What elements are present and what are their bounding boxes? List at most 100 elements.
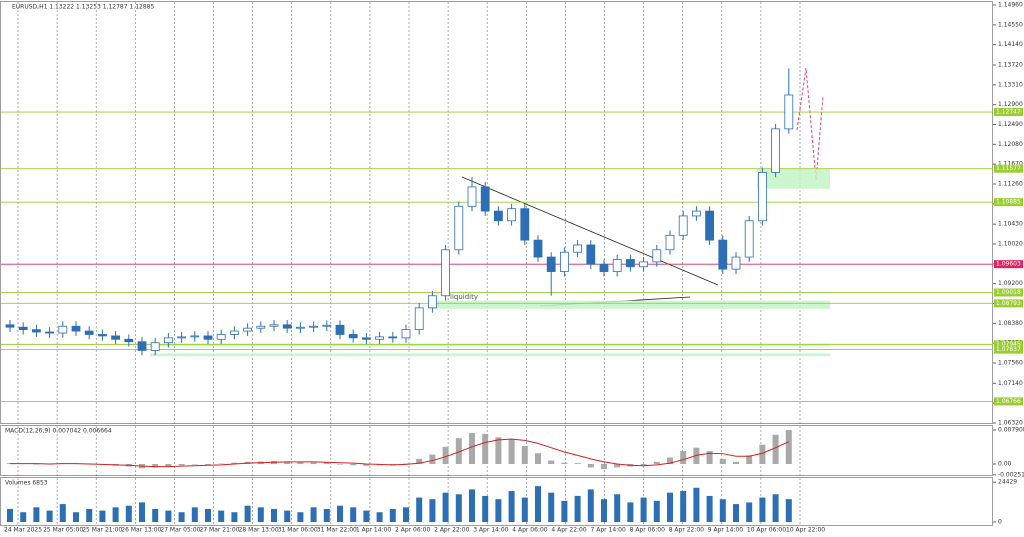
volume-bar: [772, 494, 779, 522]
candle-body: [560, 251, 569, 272]
macd-bar: [535, 453, 541, 465]
level-label-box: [994, 288, 1023, 297]
level-label-box: [994, 260, 1023, 269]
candle-body: [731, 256, 741, 270]
x-tick-label: 26 Mar 13:00: [121, 527, 161, 534]
candle-body: [295, 326, 305, 329]
volume-bar: [667, 492, 673, 522]
volume-bar: [574, 495, 581, 522]
level-label-box: [994, 299, 1023, 308]
candle-body: [361, 337, 371, 340]
macd-bar: [178, 464, 185, 466]
x-tick-label: 28 Mar 13:00: [239, 527, 279, 534]
x-tick-label: 31 Mar 22:00: [317, 527, 357, 534]
candle-body: [229, 330, 239, 335]
candle-body: [573, 244, 582, 253]
y-tick-label: 1.07140: [998, 380, 1023, 387]
level-label: 1.08793: [996, 300, 1021, 307]
candle-body: [758, 171, 767, 222]
candle-body: [639, 261, 648, 268]
candle-body: [599, 263, 609, 272]
y-tick-label: 0: [998, 519, 1002, 526]
volume-bar: [548, 492, 555, 522]
volume-bar: [680, 491, 687, 522]
x-tick-label: 4 Apr 06:00: [512, 527, 547, 534]
y-tick-label: 1.14550: [998, 21, 1023, 28]
candle-body: [784, 94, 794, 130]
volume-bar: [33, 507, 40, 522]
candle-body: [546, 256, 556, 272]
macd-bar: [614, 464, 621, 468]
volume-bar: [389, 508, 396, 522]
x-tick-label: 3 Apr 14:00: [473, 527, 508, 534]
candle-body: [692, 210, 701, 217]
level-label: 1.09018: [996, 289, 1021, 296]
volume-bar: [350, 507, 357, 522]
level-label: 1.09603: [996, 261, 1021, 268]
candle-body: [467, 186, 477, 207]
volume-bar: [165, 510, 172, 522]
macd-bar: [310, 462, 317, 465]
volume-bar: [7, 508, 13, 522]
candle-body: [348, 334, 358, 339]
macd-bar: [640, 464, 647, 466]
candle-body: [124, 338, 134, 343]
chart-title: EURUSD,H1 1.13222 1.13253 1.12787 1.1288…: [12, 4, 154, 11]
volume-bar: [455, 494, 462, 522]
y-tick-label: 0.00: [998, 461, 1012, 468]
zone: [150, 353, 830, 357]
macd-bar: [323, 462, 330, 465]
x-tick-label: 1 Apr 14:00: [356, 527, 391, 534]
candle-body: [441, 249, 451, 297]
volume-bar: [244, 505, 251, 522]
x-tick-label: 10 Apr 06:00: [747, 527, 786, 534]
volume-bar: [587, 489, 594, 522]
candle-body: [137, 341, 147, 351]
zone: [430, 300, 830, 309]
macd-bar: [218, 463, 225, 465]
volume-bar: [653, 500, 660, 522]
candle-body: [771, 128, 780, 173]
macd-bar: [152, 464, 159, 468]
macd-bar: [33, 464, 40, 465]
volume-bar: [73, 512, 79, 522]
x-tick-label: 25 Mar 21:00: [82, 527, 122, 534]
level-label: 1.12747: [996, 109, 1021, 116]
candle-body: [427, 295, 437, 309]
candle-body: [414, 307, 424, 331]
candle-body: [98, 334, 107, 337]
macd-bar: [653, 461, 660, 465]
candle-body: [71, 325, 81, 332]
macd-bar: [587, 464, 594, 468]
volume-bar: [640, 497, 647, 522]
candle-body: [507, 208, 517, 222]
y-tick-label: 1.13310: [998, 81, 1023, 88]
volume-bar: [706, 495, 713, 522]
candle-body: [5, 324, 15, 328]
y-tick-label: 1.06320: [998, 420, 1023, 427]
level-label-box: [994, 164, 1023, 173]
volume-bar: [297, 512, 304, 522]
level-label-box: [994, 340, 1023, 349]
volume-bar: [191, 507, 198, 522]
candle-body: [533, 239, 543, 258]
volume-bar: [363, 510, 370, 522]
zone: [757, 169, 830, 189]
candle-body: [177, 336, 187, 339]
macd-bar: [416, 458, 423, 465]
candle-body: [718, 239, 728, 270]
annotation: liquidity: [450, 293, 478, 301]
macd-bar: [667, 457, 673, 465]
volume-bar: [112, 507, 119, 522]
x-tick-label: 27 Mar 21:00: [200, 527, 240, 534]
candle-body: [58, 325, 68, 334]
volume-bar: [59, 504, 66, 522]
candle-body: [18, 326, 28, 331]
macd-bar: [350, 464, 357, 466]
candle-body: [388, 336, 398, 339]
volume-bar: [403, 507, 409, 522]
macd-bar: [455, 438, 462, 465]
macd-bar: [574, 463, 581, 465]
candle-body: [282, 324, 292, 329]
